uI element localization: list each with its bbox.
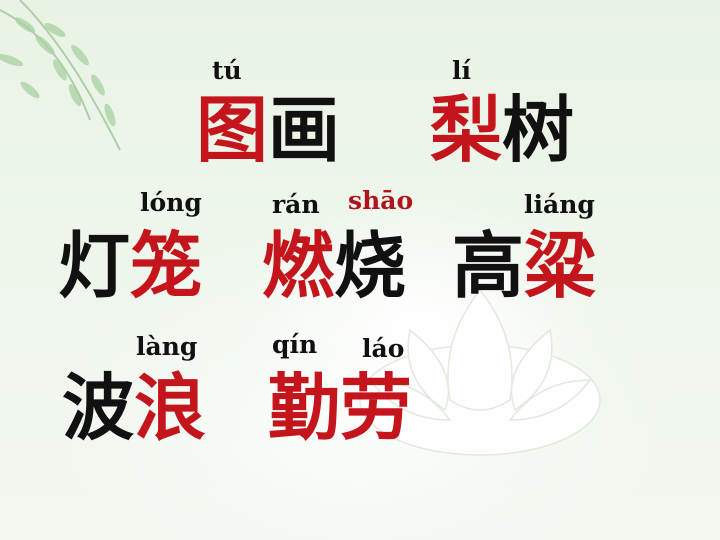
word-qinlao: 勤劳 xyxy=(268,368,412,448)
pinyin-liang: liáng xyxy=(524,190,595,219)
lotus-flower-decoration xyxy=(359,288,601,456)
pinyin-lao: láo xyxy=(362,334,405,363)
char-bo: 波 xyxy=(62,366,135,450)
word-bolang: 波浪 xyxy=(62,368,206,448)
pinyin-li: lí xyxy=(452,56,471,85)
char-ran: 燃 xyxy=(262,224,335,308)
pinyin-tu: tú xyxy=(212,56,242,85)
word-ranshao: 燃烧 xyxy=(262,226,406,306)
char-long: 笼 xyxy=(130,224,203,308)
char-lao: 劳 xyxy=(340,366,413,450)
char-qin: 勤 xyxy=(268,366,341,450)
char-liang: 粱 xyxy=(524,224,597,308)
char-deng: 灯 xyxy=(58,224,131,308)
char-gao: 高 xyxy=(452,224,525,308)
pinyin-shao: shāo xyxy=(348,186,414,215)
willow-branch-decoration xyxy=(0,0,121,151)
char-hua: 画 xyxy=(268,88,341,172)
word-gaoliang: 高粱 xyxy=(452,226,596,306)
char-shu: 树 xyxy=(502,88,575,172)
char-tu: 图 xyxy=(196,88,269,172)
char-shao: 烧 xyxy=(334,224,407,308)
word-lishu: 梨树 xyxy=(430,90,574,170)
word-denglong: 灯笼 xyxy=(58,226,202,306)
pinyin-ran: rán xyxy=(272,190,320,219)
pinyin-long: lóng xyxy=(140,188,202,217)
char-lang: 浪 xyxy=(134,366,207,450)
char-li: 梨 xyxy=(430,88,503,172)
pinyin-lang: làng xyxy=(136,332,198,361)
word-tuhua: 图画 xyxy=(196,90,340,170)
pinyin-qin: qín xyxy=(272,330,318,359)
